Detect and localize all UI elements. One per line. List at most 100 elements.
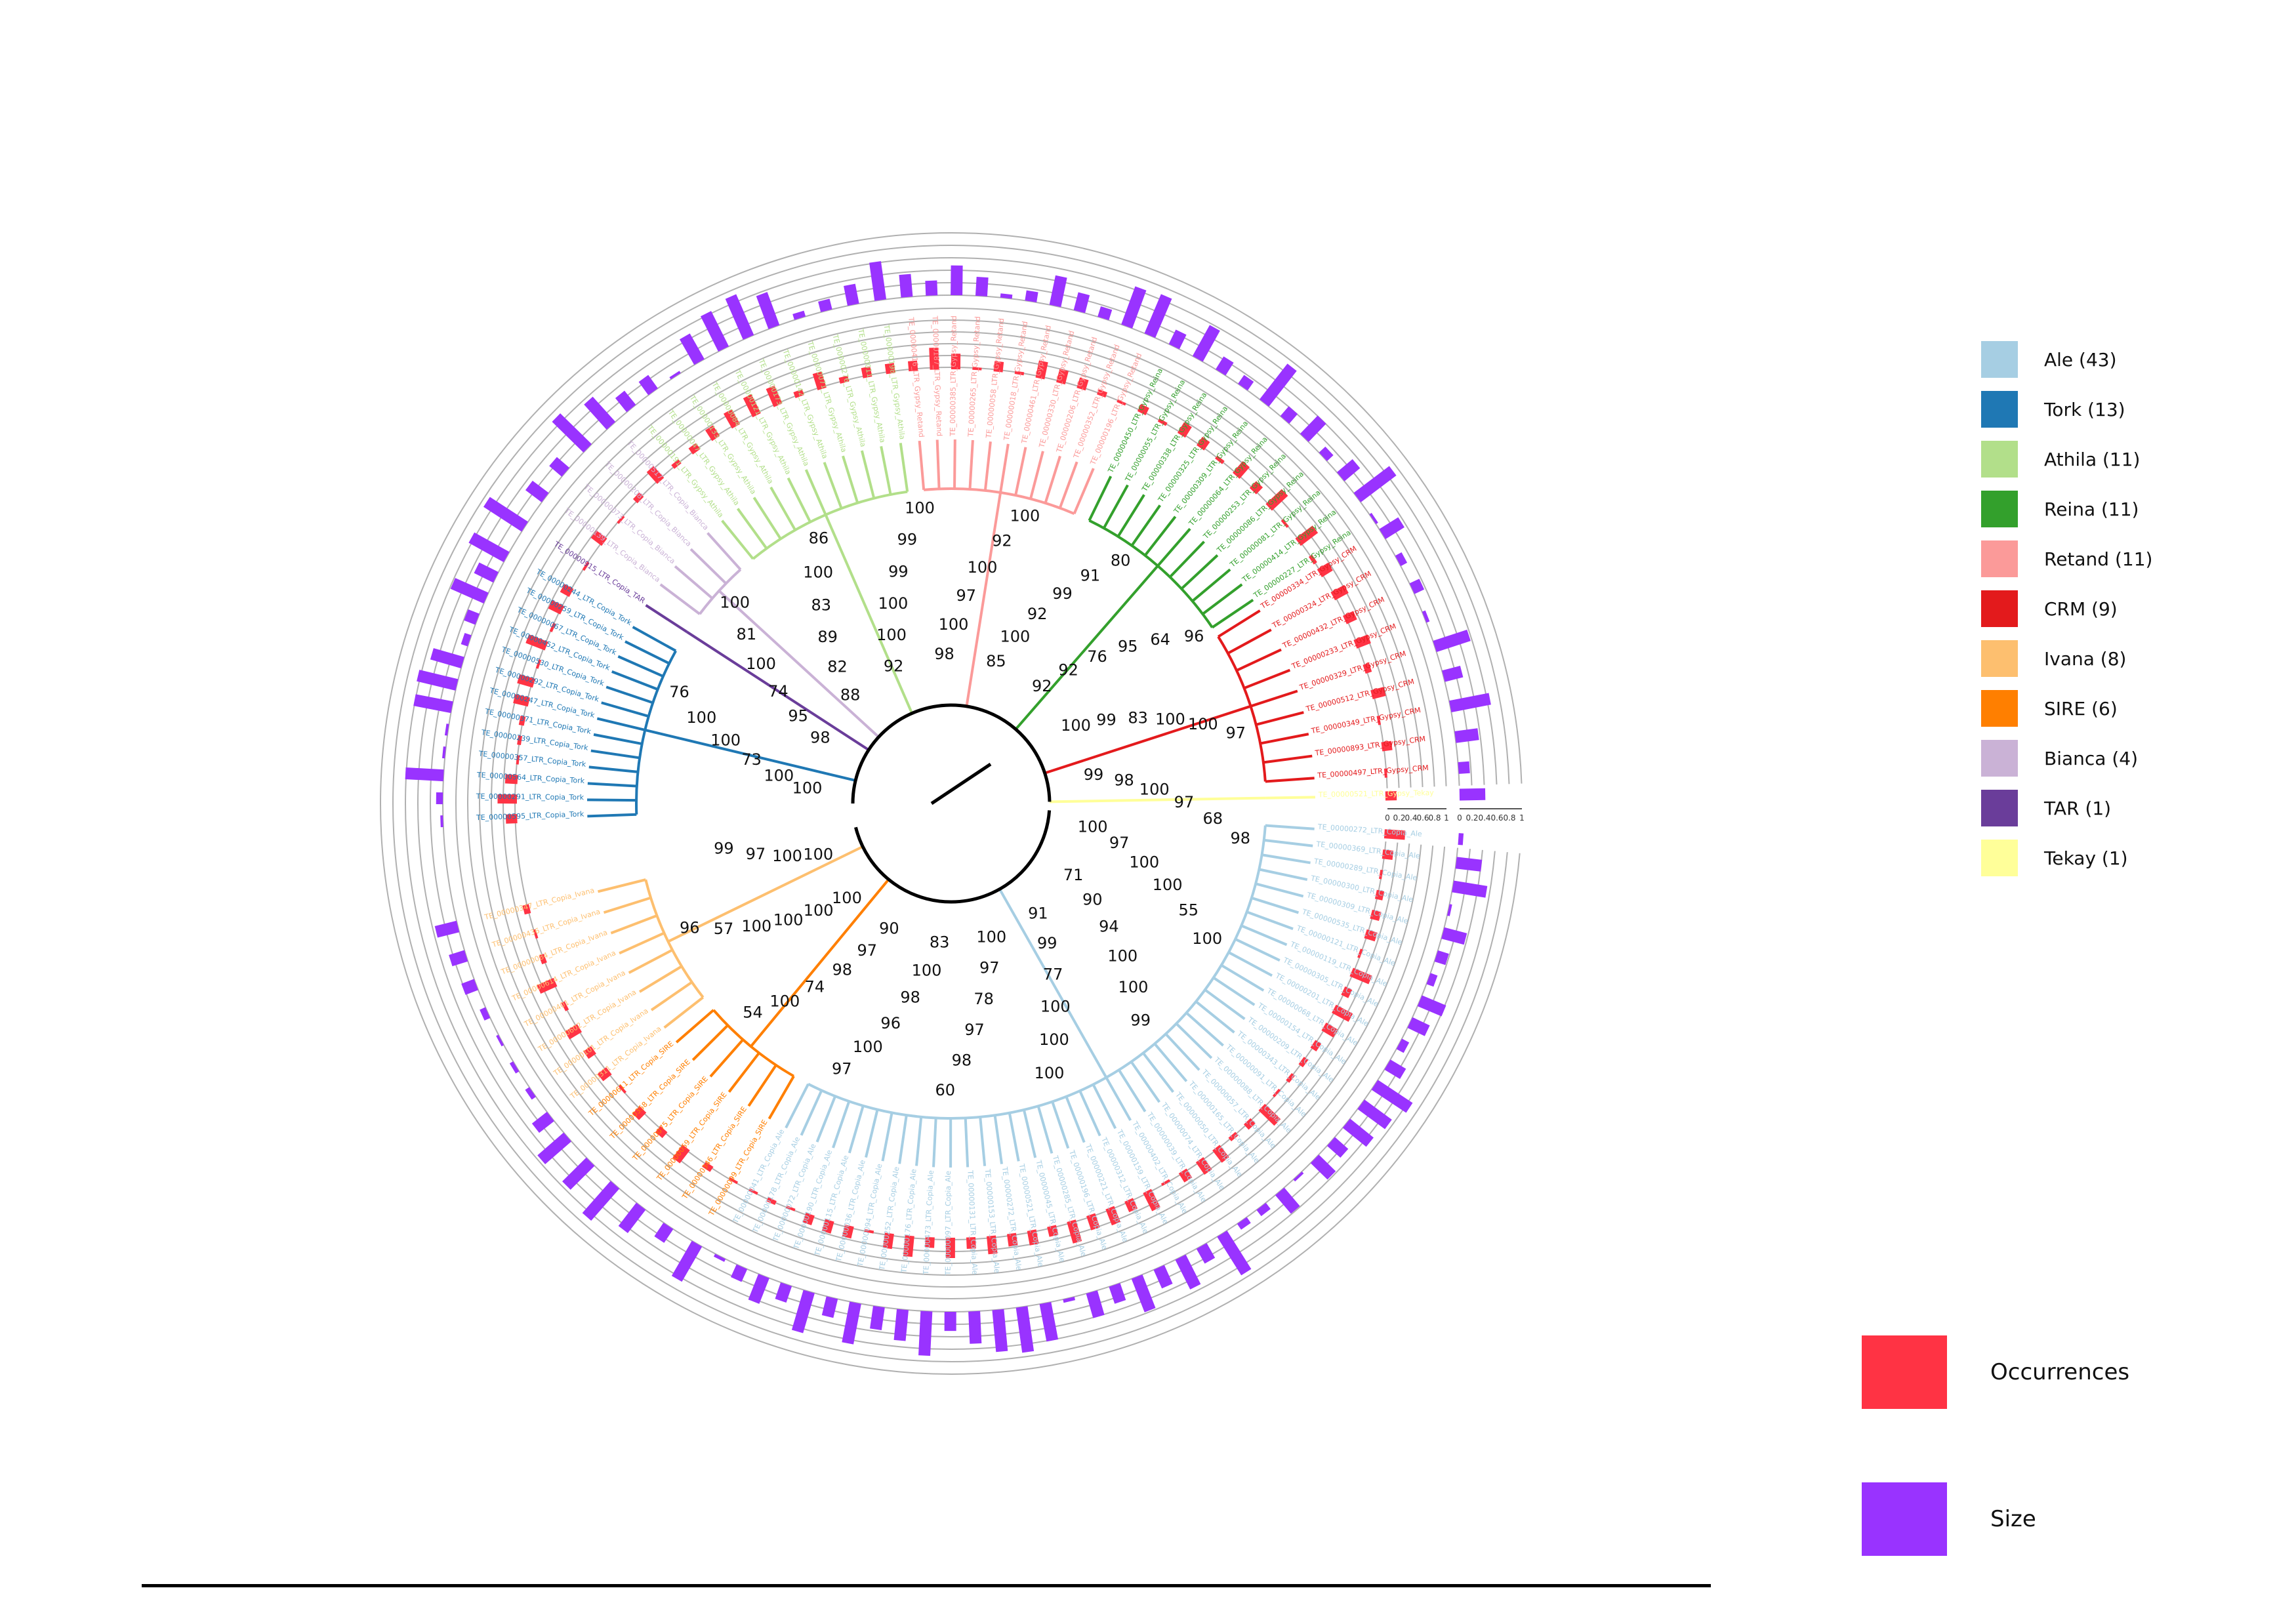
size-bar xyxy=(638,375,658,396)
occurrence-bar xyxy=(518,716,526,726)
occurrence-bar xyxy=(517,735,523,745)
tip-label: TE_00000369_LTR_Copia_Ale xyxy=(1315,840,1421,861)
size-bar xyxy=(1407,1017,1430,1036)
tip-branch xyxy=(918,440,926,491)
bootstrap-label: 100 xyxy=(1155,710,1185,728)
occurrence-bar xyxy=(597,1067,612,1082)
size-bar xyxy=(679,333,705,365)
legend-swatch xyxy=(1981,790,2018,826)
occurrence-bar xyxy=(1143,1189,1160,1211)
bootstrap-label: 85 xyxy=(986,652,1006,670)
legend-item: Tork (13) xyxy=(1981,384,2152,434)
bootstrap-label: 97 xyxy=(979,959,1000,977)
clade-stem xyxy=(750,878,890,1048)
tip-label: TE_00000173_LTR_Gypsy_Athila xyxy=(756,357,811,468)
occurrence-tick-label: 0.6 xyxy=(1416,813,1429,823)
occurrence-bar xyxy=(842,1224,854,1239)
tip-branch xyxy=(721,519,754,560)
tip-branch xyxy=(881,1112,893,1162)
occurrence-bar xyxy=(1343,611,1357,624)
tip-label: TE_00000416_LTR_Gypsy_Retand xyxy=(907,316,926,437)
size-bar xyxy=(669,371,681,380)
bootstrap-label: 92 xyxy=(1058,661,1078,679)
bootstrap-label: 99 xyxy=(1096,711,1117,729)
size-bar xyxy=(1458,761,1470,774)
bootstrap-label: 100 xyxy=(773,911,804,929)
bootstrap-label: 99 xyxy=(1052,584,1073,603)
size-bar xyxy=(1073,292,1090,314)
bootstrap-label: 97 xyxy=(1225,724,1246,742)
bootstrap-label: 100 xyxy=(1153,876,1183,894)
tip-branch xyxy=(1044,455,1061,504)
size-bar xyxy=(1409,579,1425,594)
tip-label: TE_00000357_LTR_Copia_Tork xyxy=(478,749,586,769)
bootstrap-label: 100 xyxy=(1192,929,1222,948)
occurrence-bar xyxy=(1272,1088,1281,1097)
legend-swatch xyxy=(1981,640,2018,677)
tip-label: TE_00000190_LTR_Copia_Ale xyxy=(792,1149,834,1251)
size-bar xyxy=(461,632,472,647)
size-bar xyxy=(405,767,444,782)
size-bar xyxy=(899,274,913,298)
bootstrap-label: 99 xyxy=(897,531,918,549)
tip-branch xyxy=(1202,583,1243,615)
occurrence-bar xyxy=(1364,929,1378,942)
size-bar xyxy=(925,280,938,296)
bootstrap-label: 99 xyxy=(1037,934,1057,952)
bootstrap-label: 100 xyxy=(803,563,833,581)
tip-branch xyxy=(1185,1011,1224,1047)
legend-swatch xyxy=(1981,540,2018,577)
size-bar xyxy=(1455,857,1483,872)
occurrence-bar xyxy=(1105,1206,1120,1226)
bar-legend: Occurrences Size xyxy=(1862,1299,2129,1593)
bar-tracks xyxy=(405,261,1491,1356)
bootstrap-label: 100 xyxy=(804,901,834,920)
tip-branch xyxy=(865,1109,879,1158)
tip-branch xyxy=(728,1052,760,1093)
occurrence-bar xyxy=(1370,909,1382,922)
bootstrap-label: 92 xyxy=(1032,677,1052,695)
occurrence-bar xyxy=(632,1106,647,1120)
tip-branch xyxy=(1265,777,1315,783)
tip-label: TE_00000265_LTR_Gypsy_Retand xyxy=(966,316,982,437)
tip-branch xyxy=(691,1024,729,1061)
bootstrap-label: 100 xyxy=(746,655,776,673)
bootstrap-label: 96 xyxy=(680,919,700,937)
size-bar xyxy=(968,1311,982,1344)
occurrence-bar xyxy=(1076,377,1089,391)
bootstrap-label: 100 xyxy=(1078,817,1108,836)
tip-branch xyxy=(935,439,941,489)
occurrence-tick-label: 0.4 xyxy=(1404,813,1417,823)
legend-item: Ivana (8) xyxy=(1981,634,2152,683)
tip-branch xyxy=(1236,648,1282,672)
bootstrap-label: 97 xyxy=(832,1060,852,1078)
bootstrap-label: 100 xyxy=(710,731,741,750)
occurrence-bar xyxy=(1341,986,1353,998)
backbone-arc xyxy=(851,703,1052,804)
tip-label: TE_00000176_LTR_Copia_Ale xyxy=(899,1168,918,1274)
tip-branch xyxy=(823,462,843,509)
tip-branch xyxy=(659,583,701,615)
clade-stem xyxy=(824,514,914,714)
occurrence-bar xyxy=(802,1212,815,1226)
tip-branch xyxy=(1250,689,1298,708)
tip-branch xyxy=(1211,598,1254,629)
tip-label: TE_00000272_LTR_Copia_Ale xyxy=(1000,1166,1023,1271)
occurrence-bar xyxy=(1097,389,1108,398)
tip-branch xyxy=(1265,796,1315,800)
bootstrap-label: 95 xyxy=(788,706,808,725)
size-bar xyxy=(1168,329,1187,350)
track-ring xyxy=(405,256,1498,1350)
clade-stem xyxy=(667,845,864,943)
size-bar xyxy=(821,1296,838,1318)
occurrence-bar xyxy=(1374,889,1385,901)
tip-label: TE_00000497_LTR_Gypsy_CRM xyxy=(1317,763,1429,780)
tip-label: TE_00000058_LTR_Gypsy_Retand xyxy=(984,317,1006,439)
occurrence-bar xyxy=(793,389,804,398)
size-bar xyxy=(1422,610,1430,623)
tip-branch xyxy=(1117,494,1145,537)
clade-arc xyxy=(1088,519,1214,628)
size-bar xyxy=(1417,995,1446,1017)
legend-item: CRM (9) xyxy=(1981,584,2152,634)
size-bar xyxy=(1452,880,1488,898)
